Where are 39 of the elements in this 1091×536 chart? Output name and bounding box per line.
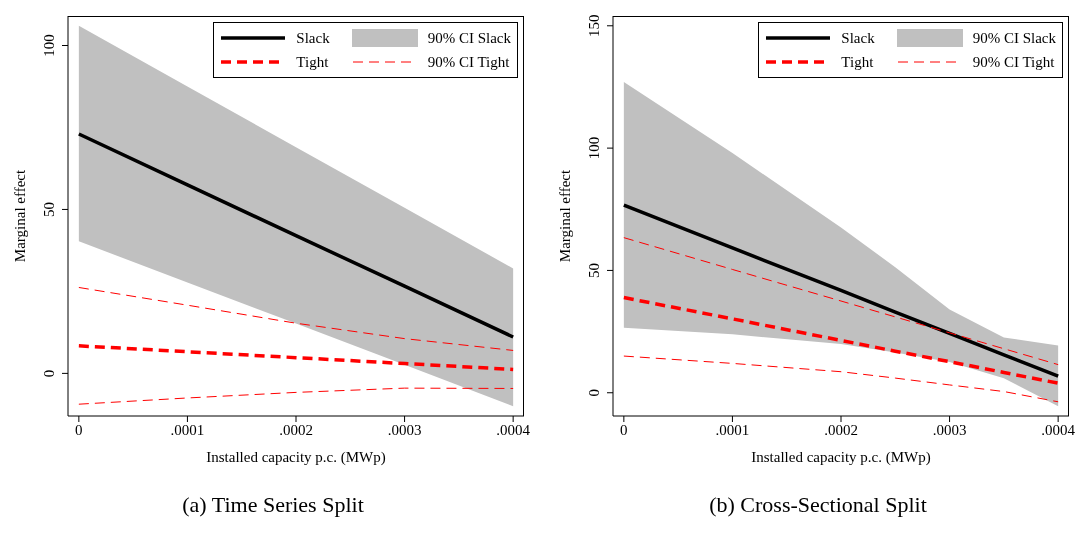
annotation: 90% CI Slack [972,29,1056,47]
line-series [78,387,514,405]
legend-label: Tight [841,53,874,71]
x-tick-label: 0 [620,421,628,438]
line-series [77,344,515,372]
line-series [622,203,1060,378]
text: (a) Time Series Split [181,492,365,518]
y-tick-label: 150 [586,14,602,38]
x-tick-label: .0001 [170,421,205,438]
y-axis-title: Marginal effect [12,169,29,263]
line-series [622,295,1060,385]
legend-label: Slack [841,29,875,47]
legend-label: Tight [296,53,329,71]
x-tick-label: .0003 [932,421,967,438]
line-series [623,355,1059,403]
line-series [77,132,515,339]
x-tick-label: .0004 [1041,421,1076,438]
x-tick-label: 0 [75,421,83,438]
y-tick-label: 0 [586,389,602,397]
y-tick-label: 100 [586,136,602,160]
y-axis-title: Marginal effect [557,169,574,263]
y-tick-label: 0 [41,369,57,378]
x-tick-label: .0002 [824,421,858,438]
x-tick-label: .0003 [387,421,422,438]
y-tick-label: 100 [41,34,57,57]
legend-label: Slack [296,29,330,47]
annotation: 90% CI Slack [427,29,511,47]
y-tick-label: 50 [586,262,602,278]
legend-label: 90% CI Tight [427,53,510,71]
y-tick-label: 50 [41,201,57,217]
line-series [78,286,514,351]
x-tick-label: .0002 [279,421,313,438]
legend-label: 90% CI Tight [972,53,1055,71]
x-axis-title: Installed capacity p.c. (MWp) [206,449,386,466]
x-axis-title: Installed capacity p.c. (MWp) [751,449,931,466]
x-tick-label: .0004 [496,421,531,438]
line-series [623,237,1059,366]
x-tick-label: .0001 [715,421,750,438]
text: (b) Cross-Sectional Split [708,492,928,518]
